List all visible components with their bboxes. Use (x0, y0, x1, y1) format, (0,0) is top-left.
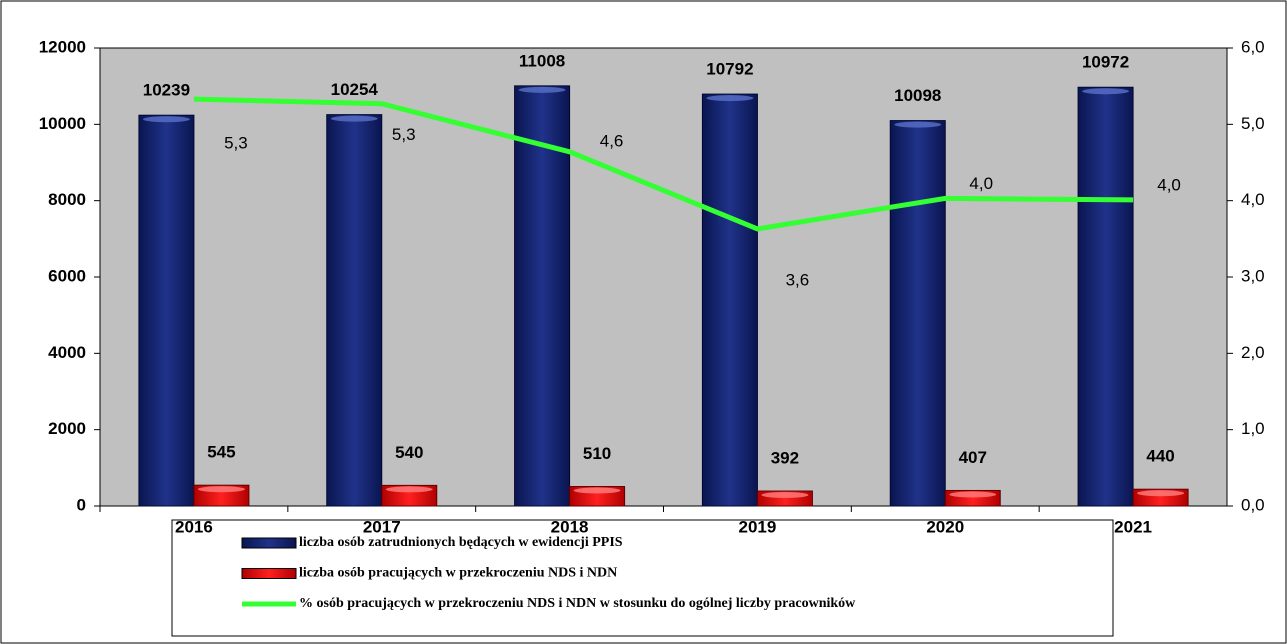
legend-label: % osób pracujących w przekroczeniu NDS i… (299, 596, 856, 611)
bar (1077, 86, 1134, 507)
data-label: 4,0 (1157, 175, 1181, 194)
y2-tick-label: 2,0 (1241, 343, 1265, 362)
data-label: 3,6 (786, 270, 810, 289)
bar-cap (573, 487, 621, 494)
x-tick-label: 2017 (363, 517, 401, 536)
bar-cap (518, 86, 566, 93)
legend (171, 519, 1114, 637)
data-label: 5,3 (392, 125, 416, 144)
y-tick-label: 12000 (39, 37, 86, 56)
bar (889, 120, 946, 507)
y-tick-label: 10000 (39, 114, 86, 133)
y-tick-label: 2000 (48, 419, 86, 438)
bar (701, 93, 758, 507)
bar-cap (1137, 490, 1185, 497)
y2-tick-label: 3,0 (1241, 266, 1265, 285)
legend-label: liczba osób pracujących w przekroczeniu … (299, 566, 617, 581)
y-tick-label: 6000 (48, 266, 86, 285)
bar-cap (706, 95, 754, 102)
bar-cap (197, 486, 245, 493)
y-tick-label: 0 (77, 495, 86, 514)
y2-tick-label: 4,0 (1241, 190, 1265, 209)
plot-area (99, 47, 1228, 507)
data-label: 5,3 (224, 134, 248, 153)
bar (326, 114, 383, 507)
data-label: 10098 (894, 86, 941, 105)
data-label: 11008 (519, 51, 565, 70)
y2-tick-label: 0,0 (1241, 495, 1265, 514)
data-label: 10972 (1082, 53, 1129, 72)
bar-cap (142, 116, 190, 123)
bar-cap (330, 115, 378, 122)
line (193, 96, 1134, 232)
data-label: 407 (959, 448, 987, 467)
x-tick-label: 2016 (175, 517, 213, 536)
bar-cap (949, 491, 997, 498)
data-label: 440 (1146, 447, 1174, 466)
bar (514, 85, 571, 507)
data-label: 545 (207, 443, 235, 462)
data-label: 10254 (331, 80, 379, 99)
x-tick-label: 2019 (739, 517, 777, 536)
x-tick-label: 2020 (926, 517, 964, 536)
data-label: 4,0 (969, 174, 993, 193)
data-label: 510 (583, 444, 611, 463)
x-tick-label: 2021 (1114, 517, 1152, 536)
bar (138, 114, 195, 507)
y-tick-label: 8000 (48, 190, 86, 209)
data-label: 540 (395, 443, 423, 462)
legend-label: liczba osób zatrudnionych będących w ewi… (299, 535, 623, 550)
data-label: 392 (771, 449, 799, 468)
bar-cap (894, 121, 942, 128)
data-label: 10792 (706, 60, 753, 79)
y2-tick-label: 5,0 (1241, 114, 1265, 133)
data-label: 10239 (143, 81, 190, 100)
data-label: 4,6 (600, 131, 624, 150)
bar-cap (761, 492, 809, 499)
legend-swatch (241, 537, 297, 549)
legend-swatch (241, 568, 297, 579)
x-tick-label: 2018 (551, 517, 589, 536)
y-tick-label: 4000 (48, 343, 86, 362)
y2-tick-label: 1,0 (1241, 419, 1265, 438)
bar-cap (1082, 88, 1130, 95)
y2-tick-label: 6,0 (1241, 37, 1265, 56)
bar-cap (385, 486, 433, 493)
